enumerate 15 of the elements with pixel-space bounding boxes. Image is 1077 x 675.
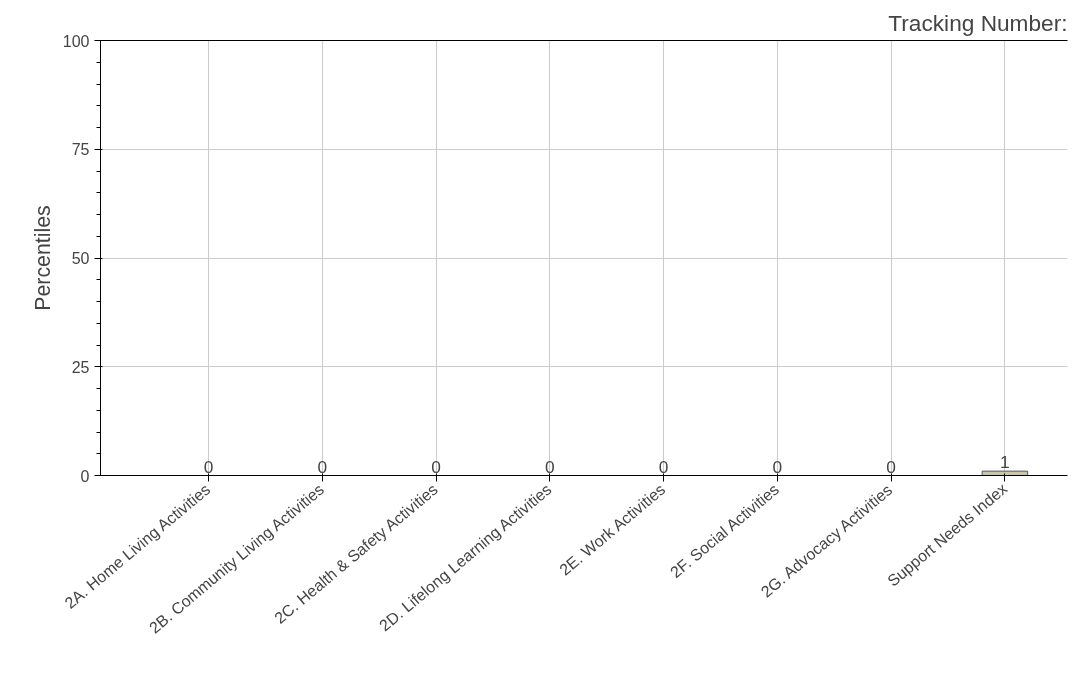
data-label: 0 <box>886 456 896 477</box>
data-label: 1 <box>1000 452 1010 473</box>
y-tick-label: 0 <box>80 467 90 485</box>
y-tick-label: 75 <box>71 141 90 159</box>
y-tick-label: 50 <box>71 250 90 267</box>
chart-title: Tracking Number: <box>888 9 1068 36</box>
data-label: 0 <box>658 456 669 477</box>
y-tick-label: 25 <box>71 358 90 376</box>
data-label: 0 <box>317 456 328 477</box>
data-label: 0 <box>203 456 214 477</box>
y-axis-title: Percentiles <box>30 205 55 311</box>
data-label: 0 <box>545 456 555 477</box>
data-label: 0 <box>772 456 783 477</box>
data-label: 0 <box>431 456 441 477</box>
y-tick-label: 100 <box>62 32 90 50</box>
